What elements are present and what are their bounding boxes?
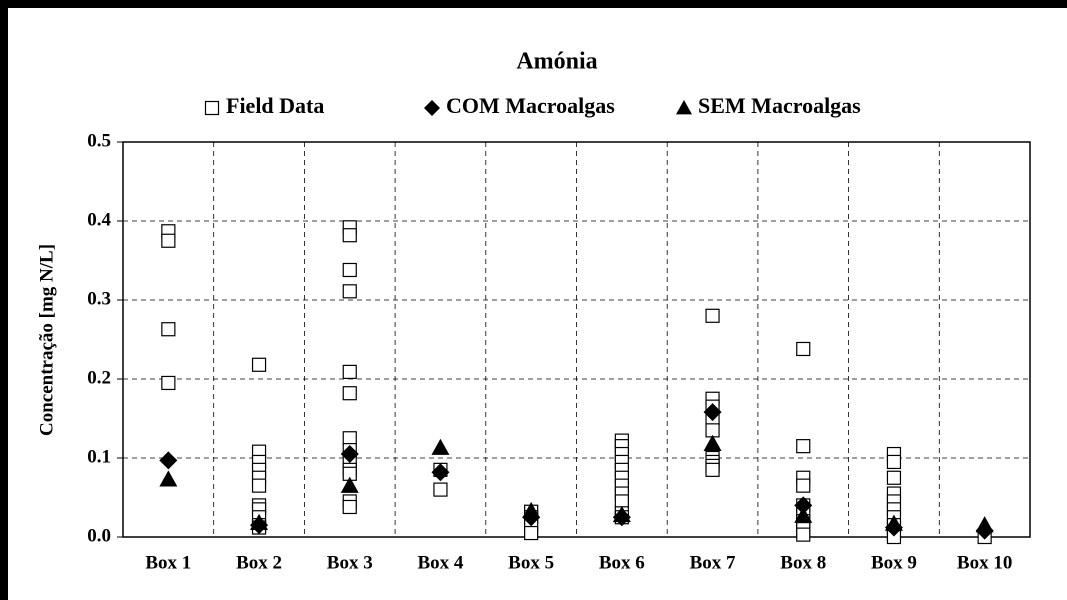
sem-point: [703, 434, 722, 451]
field-point: [342, 386, 357, 401]
x-tick-label: Box 1: [145, 552, 191, 573]
field-point: [251, 478, 267, 493]
x-tick-label: Box 2: [236, 552, 282, 573]
field-point: [886, 454, 902, 470]
sem-point: [340, 476, 359, 493]
legend-label: SEM Macroalgas: [698, 93, 861, 118]
field-point: [524, 525, 539, 541]
y-tick-label: 0.2: [87, 367, 111, 388]
field-point: [342, 262, 357, 278]
legend-label: Field Data: [226, 93, 324, 118]
x-tick-label: Box 9: [871, 552, 917, 573]
field-point: [342, 499, 357, 515]
x-tick-label: Box 4: [417, 552, 463, 573]
legend-label: COM Macroalgas: [446, 93, 615, 118]
field-point: [433, 482, 448, 497]
com-point: [431, 463, 450, 482]
plot-area: [122, 141, 1031, 538]
field-point: [796, 478, 811, 493]
field-point: [796, 341, 811, 357]
sem-point: [975, 516, 994, 533]
sem-point: [159, 470, 178, 487]
sem-point: [612, 505, 631, 523]
sem-point: [884, 514, 903, 531]
field-point: [796, 527, 811, 542]
y-tick-label: 0.5: [87, 130, 111, 151]
x-tick-label: Box 5: [508, 552, 554, 573]
sem-point: [522, 501, 541, 519]
sem-point: [250, 513, 269, 530]
com-point: [340, 445, 359, 464]
com-point: [794, 496, 813, 515]
y-tick-label: 0.4: [87, 209, 111, 230]
field-point: [342, 284, 357, 299]
y-tick-label: 0.3: [87, 288, 111, 309]
field-point: [886, 470, 902, 485]
x-tick-label: Box 6: [599, 552, 645, 573]
field-point: [161, 233, 176, 248]
field-point: [342, 364, 357, 379]
chart-title: Amónia: [516, 49, 597, 75]
com-point: [424, 100, 440, 116]
sem-point: [431, 438, 450, 455]
y-axis-label: Concentração [mg N/L]: [36, 244, 57, 436]
sem-point: [676, 100, 692, 115]
field-point: [161, 375, 176, 391]
field-point: [342, 228, 357, 243]
field-point: [705, 308, 720, 323]
x-tick-label: Box 8: [780, 552, 826, 573]
x-tick-label: Box 10: [957, 552, 1012, 573]
x-tick-label: Box 7: [690, 552, 736, 573]
y-tick-label: 0.1: [87, 446, 111, 467]
field-point: [705, 462, 720, 477]
com-point: [159, 451, 178, 470]
field-point: [342, 431, 357, 446]
field-point: [796, 439, 811, 454]
x-tick-label: Box 3: [327, 552, 373, 573]
com-point: [703, 403, 722, 422]
field-point: [251, 357, 267, 372]
field-point: [204, 100, 220, 116]
field-point: [161, 322, 176, 337]
y-tick-label: 0.0: [87, 525, 111, 546]
sem-point: [794, 506, 813, 523]
